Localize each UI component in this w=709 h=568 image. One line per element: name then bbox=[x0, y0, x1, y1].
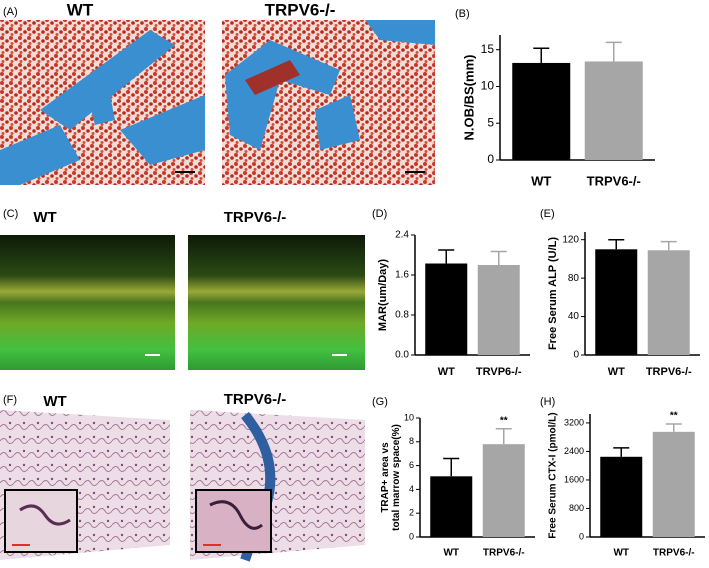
panel-c-images bbox=[0, 235, 365, 370]
error-bar bbox=[665, 423, 682, 432]
panel-label: (G) bbox=[372, 396, 388, 408]
x-tick-label: WT bbox=[438, 366, 455, 378]
bar bbox=[652, 431, 695, 537]
y-tick-label: 5 bbox=[487, 115, 494, 129]
error-bar bbox=[660, 240, 677, 251]
panel-label: (B) bbox=[455, 8, 470, 20]
panel-label: (C) bbox=[3, 208, 18, 220]
y-tick-label: 1600 bbox=[564, 474, 584, 484]
y-axis-label: TRAP+ area vs bbox=[380, 442, 391, 513]
y-tick-label: 10 bbox=[404, 412, 414, 422]
bar bbox=[584, 61, 643, 160]
y-axis-label: N.OB/BS(mm) bbox=[461, 55, 476, 141]
bar bbox=[430, 476, 473, 537]
panel-label: (D) bbox=[372, 208, 387, 220]
x-tick-label: WT bbox=[608, 366, 625, 378]
image-label: WT bbox=[43, 393, 66, 410]
panel-label: (A) bbox=[3, 6, 18, 18]
bar bbox=[477, 265, 520, 355]
y-tick-label: 4 bbox=[409, 484, 414, 494]
panel-a-images bbox=[0, 20, 435, 185]
panel-label: (F) bbox=[3, 394, 17, 406]
image-label: TRPV6-/- bbox=[224, 391, 287, 408]
y-axis-label: Free Serum CTX-I (pmol/L) bbox=[548, 412, 559, 538]
bar bbox=[595, 249, 638, 355]
y-tick-label: 2400 bbox=[564, 446, 584, 456]
y-tick-label: 0 bbox=[573, 350, 579, 361]
bar bbox=[425, 263, 468, 355]
y-axis-label: MAR(um/Day) bbox=[377, 259, 389, 331]
y-tick-label: 6 bbox=[409, 460, 414, 470]
x-tick-label: WT bbox=[613, 548, 629, 559]
y-tick-label: 1.6 bbox=[395, 270, 409, 281]
image-label: TRPV6-/- bbox=[224, 209, 287, 226]
significance: ** bbox=[500, 415, 508, 426]
error-bar bbox=[495, 427, 512, 445]
y-tick-label: 0.8 bbox=[395, 310, 409, 321]
y-tick-label: 2 bbox=[409, 508, 414, 518]
error-bar bbox=[533, 47, 550, 63]
y-tick-label: 0 bbox=[487, 152, 494, 166]
x-tick-label: TRPV6-/- bbox=[483, 548, 525, 559]
error-bar bbox=[608, 238, 625, 250]
significance: ** bbox=[670, 411, 678, 422]
panel-label: (H) bbox=[540, 396, 555, 408]
x-tick-label: WT bbox=[531, 173, 551, 188]
x-tick-label: TRPV6-/- bbox=[646, 366, 692, 378]
y-tick-label: 15 bbox=[481, 42, 495, 56]
y-tick-label: 80 bbox=[568, 273, 580, 284]
y-tick-label: 0.0 bbox=[395, 350, 409, 361]
y-tick-label: 40 bbox=[568, 311, 580, 322]
y-tick-label: 2.4 bbox=[395, 230, 409, 241]
x-tick-label: WT bbox=[443, 548, 459, 559]
error-bar bbox=[605, 41, 622, 62]
x-tick-label: TRVP6-/- bbox=[476, 366, 522, 378]
bar bbox=[600, 456, 643, 537]
image-label: TRPV6-/- bbox=[265, 0, 336, 19]
y-tick-label: 3200 bbox=[564, 417, 584, 427]
bar bbox=[482, 444, 525, 537]
bar bbox=[512, 62, 571, 160]
y-tick-label: 10 bbox=[481, 79, 495, 93]
bar bbox=[647, 250, 690, 355]
y-tick-label: 0 bbox=[409, 531, 414, 541]
y-tick-label: 0 bbox=[579, 531, 584, 541]
x-tick-label: TRPV6-/- bbox=[653, 548, 695, 559]
image-label: WT bbox=[67, 0, 94, 19]
panel-f-images bbox=[0, 410, 365, 562]
y-tick-label: 800 bbox=[569, 503, 584, 513]
x-tick-label: TRPV6-/- bbox=[587, 173, 641, 188]
error-bar bbox=[443, 457, 460, 477]
error-bar bbox=[490, 250, 507, 265]
y-axis-label: total marrow space(%) bbox=[391, 424, 402, 531]
y-axis-label: Free Serum ALP (U/L) bbox=[547, 237, 559, 350]
error-bar bbox=[613, 447, 630, 457]
error-bar bbox=[438, 249, 455, 264]
image-label: WT bbox=[33, 209, 56, 226]
y-tick-label: 8 bbox=[409, 436, 414, 446]
panel-label: (E) bbox=[540, 208, 555, 220]
y-tick-label: 120 bbox=[562, 234, 579, 245]
